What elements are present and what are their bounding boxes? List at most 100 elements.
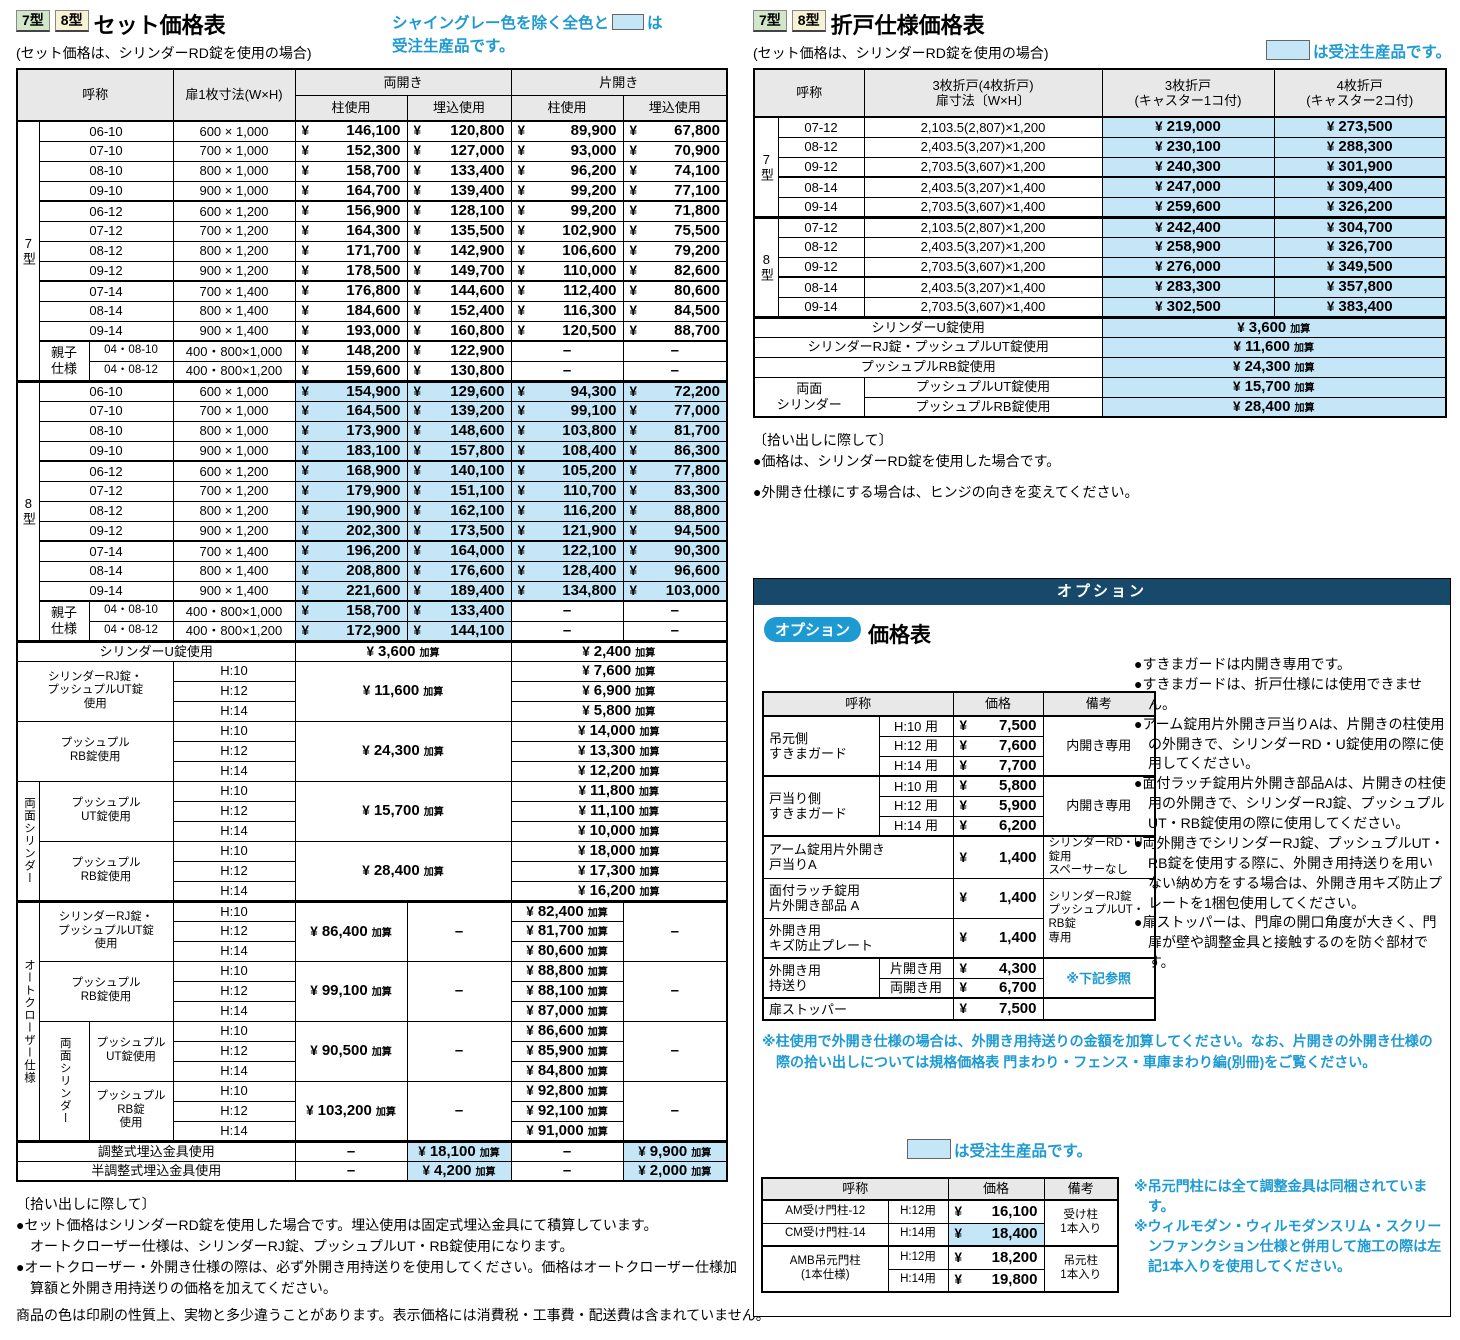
table-cell: 呼称 xyxy=(761,1177,949,1201)
table-cell: ¥158,700 xyxy=(294,160,408,182)
table-cell: – xyxy=(510,1160,624,1182)
table-cell: 2,703.5(3,607)×1,400 xyxy=(863,296,1103,318)
table-cell: ¥326,200 xyxy=(1273,196,1447,218)
note-line: 〔拾い出しに際して〕 xyxy=(16,1196,156,1212)
folding-door-section: 7型 8型 折戸仕様価格表 (セット価格は、シリンダーRD錠を使用の場合) は受注生… xyxy=(753,8,1453,1317)
table-cell: H:14 xyxy=(172,700,296,722)
table-cell: ¥99,100 xyxy=(510,400,624,422)
table-cell: ¥88,700 xyxy=(622,320,728,342)
table-cell: 09-12 xyxy=(38,520,174,542)
table-cell: ¥18,000 加算 xyxy=(510,840,728,862)
table-cell: ¥193,000 xyxy=(294,320,408,342)
table-cell: – xyxy=(294,1139,408,1162)
table-cell: 900 × 1,000 xyxy=(172,180,296,202)
table-cell: ¥96,200 xyxy=(510,160,624,182)
table-cell: ¥168,900 xyxy=(294,460,408,482)
table-cell: ¥357,800 xyxy=(1273,276,1447,298)
table-cell: 4枚折戸 (キャスター2コ付) xyxy=(1273,68,1447,118)
table-cell: 08-10 xyxy=(38,420,174,442)
table-cell: 内開き専用 xyxy=(1042,775,1156,837)
table-cell: 7型 xyxy=(16,120,40,382)
table-cell: 2,703.5(3,607)×1,200 xyxy=(863,156,1103,178)
table-cell: ¥128,400 xyxy=(510,560,624,582)
table-cell: – xyxy=(622,340,728,362)
table-cell: ¥70,900 xyxy=(622,140,728,162)
table-cell: ¥6,900 加算 xyxy=(510,680,728,702)
table-cell: 両面シリンダー xyxy=(38,1020,90,1142)
table-cell: ¥128,100 xyxy=(406,200,512,222)
note-line: ●すきまガードは、折戸仕様には使用できません。 xyxy=(1134,675,1423,712)
table-cell: 08-14 xyxy=(777,276,865,298)
table-cell: 800 × 1,400 xyxy=(172,300,296,322)
table-cell: H:14 xyxy=(172,820,296,842)
table-cell: ¥74,100 xyxy=(622,160,728,182)
table-cell: ¥72,200 xyxy=(622,379,728,402)
table-cell: ¥221,600 xyxy=(294,580,408,602)
table-cell: 08-12 xyxy=(38,500,174,522)
option-blue-note: ※柱使用で外開き仕様の場合は、外開き用持送りの金額を加算してください。なお、片開… xyxy=(762,1031,1446,1073)
table-cell: 戸当り側 すきまガード xyxy=(762,775,880,837)
table-cell: 柱使用 xyxy=(510,94,624,122)
table-cell: ¥202,300 xyxy=(294,520,408,542)
table-cell: 埋込使用 xyxy=(622,94,728,122)
table-cell: ¥151,100 xyxy=(406,480,512,502)
table-cell: 親子 仕様 xyxy=(38,340,90,382)
table-cell: 受け柱 1本入り xyxy=(1043,1199,1119,1247)
table-cell: 06-10 xyxy=(38,120,174,142)
table-cell: 900 × 1,400 xyxy=(172,320,296,342)
table-cell: 07-14 xyxy=(38,540,174,562)
table-cell: 900 × 1,400 xyxy=(172,580,296,602)
table-cell: ¥79,200 xyxy=(622,240,728,262)
table-cell: – xyxy=(510,620,624,642)
table-cell: H:14 xyxy=(172,1060,296,1082)
table-cell: ¥178,500 xyxy=(294,260,408,282)
table-cell: 親子 仕様 xyxy=(38,600,90,642)
table-cell: ¥7,500 xyxy=(952,997,1044,1021)
table-cell: ¥15,700 加算 xyxy=(294,780,512,842)
table-cell: ¥164,500 xyxy=(294,400,408,422)
table-cell: ¥67,800 xyxy=(622,120,728,142)
table-cell: ¥103,000 xyxy=(622,580,728,602)
table-cell: 3枚折戸(4枚折戸) 扉寸法〔W×H〕 xyxy=(863,68,1103,118)
note-line: 〔拾い出しに際して〕 xyxy=(753,432,893,448)
table-cell: 備考 xyxy=(1043,1177,1119,1201)
table-cell: 07-12 xyxy=(38,480,174,502)
table-cell: – xyxy=(622,620,728,642)
table-cell: ¥92,800 加算 xyxy=(510,1080,624,1102)
table-cell: ¥6,200 xyxy=(952,815,1044,837)
option-pill-badge: オプション xyxy=(764,617,862,642)
table-cell: – xyxy=(622,899,728,962)
folding-door-header: 7型 8型 折戸仕様価格表 (セット価格は、シリンダーRD錠を使用の場合) xyxy=(753,8,1453,63)
set-price-section: 7型 8型 セット価格表 (セット価格は、シリンダーRD錠を使用の場合) シャイング… xyxy=(16,8,740,1296)
note-line: ※柱使用で外開き仕様の場合は、外開き用持送りの金額を加算してください。なお、片開… xyxy=(762,1033,1433,1070)
table-cell xyxy=(1042,997,1156,1021)
folding-door-title: 折戸仕様価格表 xyxy=(830,13,985,38)
table-cell: ¥86,600 加算 xyxy=(510,1020,624,1042)
table-cell: – xyxy=(622,1080,728,1142)
table-cell: ¥11,600 加算 xyxy=(1101,336,1447,358)
table-cell: ¥5,900 xyxy=(952,795,1044,817)
table-cell: ¥112,400 xyxy=(510,280,624,302)
table-cell: 08-14 xyxy=(38,300,174,322)
folding-door-table: 呼称 3枚折戸(4枚折戸) 扉寸法〔W×H〕 3枚折戸 (キャスター1コ付) 4枚折戸 (キ… xyxy=(753,68,1447,418)
table-cell: ¥13,300 加算 xyxy=(510,740,728,762)
table-cell: H:14 xyxy=(172,1000,296,1022)
table-cell: ¥96,600 xyxy=(622,560,728,582)
table-cell: H:14 xyxy=(172,880,296,902)
table-cell: H:14 xyxy=(172,760,296,782)
table-cell: 700 × 1,400 xyxy=(172,280,296,302)
table-cell: ¥84,800 加算 xyxy=(510,1060,624,1082)
table-cell: 3枚折戸 (キャスター1コ付) xyxy=(1101,68,1275,118)
table-cell: ¥18,400 xyxy=(947,1222,1045,1247)
table-cell: ¥142,900 xyxy=(406,240,512,262)
table-cell: 09-10 xyxy=(38,440,174,462)
table-cell: ¥80,600 xyxy=(622,280,728,302)
table-cell: ¥81,700 xyxy=(622,420,728,442)
table-cell: – xyxy=(510,340,624,362)
table-cell: 2,703.5(3,607)×1,200 xyxy=(863,256,1103,278)
table-cell: ¥88,800 xyxy=(622,500,728,522)
table-cell: ¥110,700 xyxy=(510,480,624,502)
table-cell: H:12 xyxy=(172,680,296,702)
legend-text: 受注生産品です。 xyxy=(392,38,515,56)
